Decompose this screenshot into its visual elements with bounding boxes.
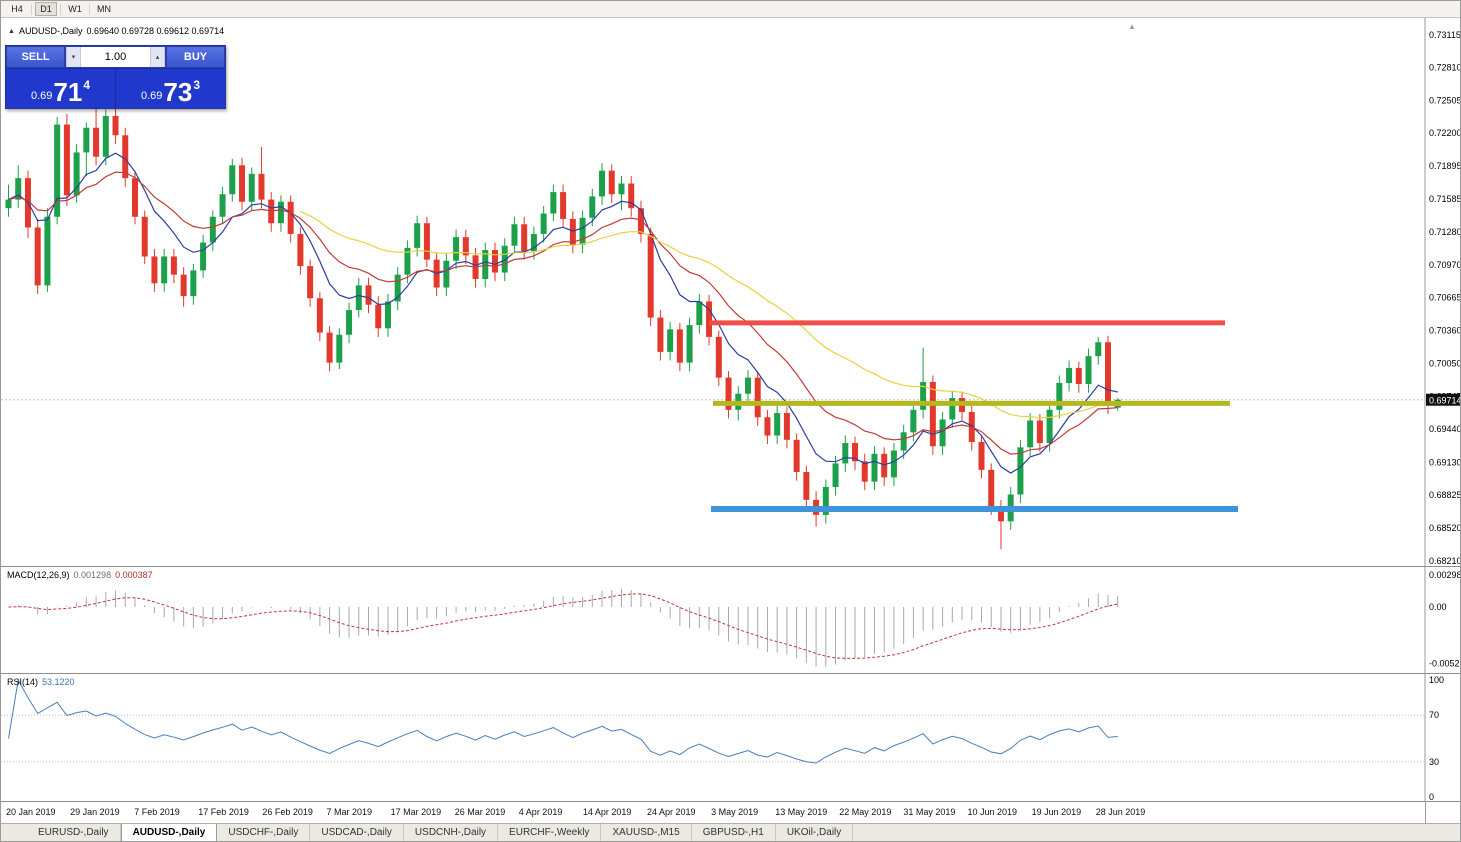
svg-text:0: 0	[1429, 792, 1434, 802]
buy-price-point: 3	[193, 78, 201, 92]
svg-text:0.73115: 0.73115	[1429, 30, 1461, 40]
svg-text:0.71895: 0.71895	[1429, 161, 1461, 171]
date-axis-label: 4 Apr 2019	[518, 807, 563, 817]
date-axis-label: 7 Mar 2019	[326, 807, 373, 817]
timeframe-w1-button[interactable]: W1	[64, 2, 86, 16]
price-chart-canvas[interactable]: 0.73115 0.72810 0.72505 0.72200 0.71895 0.715…	[1, 18, 1461, 566]
svg-text:0.72810: 0.72810	[1429, 63, 1461, 73]
svg-text:0.70050: 0.70050	[1429, 359, 1461, 369]
date-axis-label: 14 Apr 2019	[582, 807, 632, 817]
svg-text:70: 70	[1429, 710, 1439, 720]
date-axis-label: 22 May 2019	[839, 807, 892, 817]
buy-price-figure: 0.69	[140, 90, 163, 102]
timeframe-d1-button[interactable]: D1	[35, 2, 57, 16]
date-axis-label: 13 May 2019	[775, 807, 828, 817]
date-axis-label: 28 Jun 2019	[1095, 807, 1146, 817]
tabbar-lead-space	[1, 824, 27, 841]
toolbar-separator	[89, 3, 90, 15]
tab-audusd[interactable]: AUDUSD-,Daily	[120, 824, 218, 841]
sell-price-figure: 0.69	[30, 90, 53, 102]
macd-panel: 0.002984 0.00 -0.005256 MACD(12,26,9)0.001…	[1, 566, 1461, 674]
volume-increase-button[interactable]: ▴	[150, 47, 165, 67]
timeframe-mn-button[interactable]: MN	[93, 2, 115, 16]
svg-text:0.72505: 0.72505	[1429, 95, 1461, 105]
rsi-label: RSI(14) 53.1220	[7, 677, 75, 687]
date-axis-label: 10 Jun 2019	[967, 807, 1018, 817]
sell-price-point: 4	[83, 78, 91, 92]
date-axis-label: 19 Jun 2019	[1031, 807, 1082, 817]
date-axis-label: 20 Jan 2019	[6, 807, 56, 817]
date-axis-label: 7 Feb 2019	[134, 807, 180, 817]
sell-price[interactable]: 0.69 71 4	[6, 69, 116, 108]
buy-button[interactable]: BUY	[166, 46, 225, 68]
chart-header: ▲ AUDUSD-,Daily 0.69640 0.69728 0.69612 …	[8, 26, 224, 36]
svg-text:0.70970: 0.70970	[1429, 260, 1461, 270]
date-axis-label: 29 Jan 2019	[70, 807, 120, 817]
svg-text:100: 100	[1429, 675, 1444, 685]
svg-text:0.69714: 0.69714	[1429, 396, 1461, 406]
chart-symbol-label: AUDUSD-,Daily	[18, 26, 83, 36]
timeframe-h4-button[interactable]: H4	[6, 2, 28, 16]
tab-eurusd[interactable]: EURUSD-,Daily	[27, 824, 121, 841]
svg-text:0.70360: 0.70360	[1429, 325, 1461, 335]
date-axis-label: 31 May 2019	[903, 807, 956, 817]
tab-gbpusd[interactable]: GBPUSD-,H1	[692, 824, 776, 841]
svg-text:0.68825: 0.68825	[1429, 490, 1461, 500]
svg-text:0.71280: 0.71280	[1429, 227, 1461, 237]
volume-input[interactable]	[81, 47, 150, 67]
svg-text:0.00: 0.00	[1429, 602, 1447, 612]
rsi-name: RSI(14)	[7, 677, 39, 687]
svg-text:0.002984: 0.002984	[1429, 570, 1461, 580]
svg-text:0.71585: 0.71585	[1429, 194, 1461, 204]
tab-xauusd[interactable]: XAUUSD-,M15	[601, 824, 692, 841]
one-click-trading-panel: SELL ▾ ▴ BUY 0.69 71 4 0.69 73 3	[5, 45, 226, 109]
tab-usdcnh[interactable]: USDCNH-,Daily	[404, 824, 499, 841]
date-axis-label: 17 Feb 2019	[198, 807, 249, 817]
svg-text:0.68210: 0.68210	[1429, 556, 1461, 566]
macd-value-signal: 0.000387	[115, 570, 153, 580]
macd-name: MACD(12,26,9)	[7, 570, 70, 580]
svg-text:0.68520: 0.68520	[1429, 523, 1461, 533]
volume-decrease-button[interactable]: ▾	[66, 47, 81, 67]
tab-eurchf[interactable]: EURCHF-,Weekly	[498, 824, 602, 841]
tab-ukoil[interactable]: UKOil-,Daily	[776, 824, 854, 841]
svg-text:0.70665: 0.70665	[1429, 293, 1461, 303]
buy-price[interactable]: 0.69 73 3	[116, 69, 225, 108]
tab-usdcad[interactable]: USDCAD-,Daily	[310, 824, 404, 841]
volume-control: ▾ ▴	[65, 46, 166, 68]
rsi-panel: 100 70 30 0 RSI(14) 53.1220	[1, 673, 1461, 802]
chart-ohlc-values: 0.69640 0.69728 0.69612 0.69714	[86, 26, 225, 36]
buy-price-pips: 73	[163, 77, 193, 107]
date-axis-label: 24 Apr 2019	[647, 807, 696, 817]
macd-label: MACD(12,26,9) 0.001298 0.000387	[7, 570, 153, 580]
svg-text:0.69130: 0.69130	[1429, 457, 1461, 467]
macd-canvas[interactable]: 0.002984 0.00 -0.005256	[1, 567, 1461, 674]
svg-text:0.69440: 0.69440	[1429, 424, 1461, 434]
date-axis[interactable]: 20 Jan 2019 29 Jan 2019 7 Feb 2019 17 Feb 2…	[1, 801, 1460, 823]
date-axis-label: 26 Feb 2019	[262, 807, 313, 817]
macd-value-main: 0.001298	[73, 570, 112, 580]
timeframe-toolbar: H4 D1 W1 MN	[1, 1, 1460, 18]
rsi-value: 53.1220	[42, 677, 75, 687]
date-axis-label: 17 Mar 2019	[390, 807, 442, 817]
chart-tabbar: EURUSD-,Daily AUDUSD-,Daily USDCHF-,Dail…	[1, 823, 1460, 841]
toolbar-separator	[31, 3, 32, 15]
sell-button[interactable]: SELL	[6, 46, 65, 68]
svg-text:-0.005256: -0.005256	[1429, 658, 1461, 668]
date-axis-label: 3 May 2019	[711, 807, 759, 817]
svg-text:30: 30	[1429, 757, 1439, 767]
svg-text:0.72200: 0.72200	[1429, 128, 1461, 138]
chart-shift-marker-icon[interactable]: ▲	[1128, 22, 1136, 31]
sell-price-pips: 71	[53, 77, 83, 107]
price-chart-panel: 0.73115 0.72810 0.72505 0.72200 0.71895 0.715…	[1, 18, 1461, 566]
toolbar-separator	[60, 3, 61, 15]
symbol-dropdown-icon[interactable]: ▲	[8, 27, 15, 35]
tab-usdchf[interactable]: USDCHF-,Daily	[217, 824, 311, 841]
rsi-canvas[interactable]: 100 70 30 0	[1, 674, 1461, 802]
date-axis-label: 26 Mar 2019	[454, 807, 506, 817]
